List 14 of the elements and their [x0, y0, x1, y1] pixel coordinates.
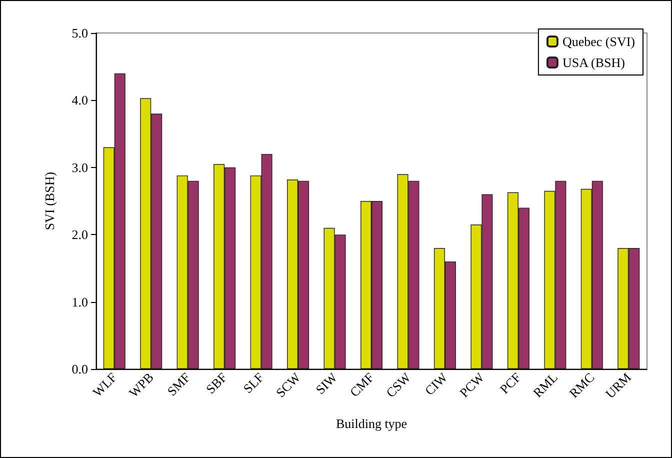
x-tick-label: SIW: [312, 369, 341, 398]
y-axis-title: SVI (BSH): [42, 172, 57, 230]
y-tick-label: 1.0: [72, 294, 88, 310]
legend-label: USA (BSH): [562, 55, 625, 70]
y-tick-label: 0.0: [72, 362, 88, 376]
y-tick-label: 4.0: [72, 92, 88, 108]
x-tick-label: PCF: [496, 370, 524, 397]
x-tick-label: SLF: [240, 370, 267, 396]
y-tick-label: 3.0: [72, 160, 88, 175]
x-axis-title: Building type: [336, 416, 408, 431]
legend-label: Quebec (SVI): [562, 34, 636, 49]
x-tick-label: SBF: [202, 370, 230, 397]
y-tick-label: 2.0: [72, 227, 88, 242]
y-tick-label: 5.0: [72, 26, 88, 40]
